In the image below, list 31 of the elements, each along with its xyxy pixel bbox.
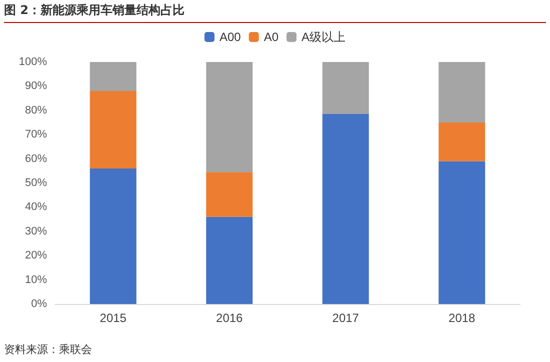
bar: [206, 172, 253, 217]
text: 资料来源：乘联会: [4, 342, 92, 357]
bar: [90, 168, 136, 304]
x-tick-label: 2016: [216, 311, 244, 325]
bar: [438, 62, 486, 122]
bar: [438, 122, 486, 162]
x-tick-label: 2018: [448, 311, 476, 325]
bar: [206, 62, 253, 172]
x-tick-label: 2017: [332, 311, 360, 325]
bar: [438, 161, 486, 304]
y-tick-label: 20%: [24, 250, 48, 262]
legend-label: A00: [219, 30, 242, 44]
y-tick-label: 60%: [24, 152, 48, 165]
legend-label: A级以上: [302, 30, 346, 44]
bar: [206, 216, 253, 304]
legend-label: A0: [264, 30, 279, 44]
y-tick-label: 10%: [24, 274, 48, 286]
chart-title: 图 2：新能源乘用车销量结构占比: [4, 2, 546, 23]
y-tick-label: 70%: [24, 128, 48, 141]
y-tick-label: 0%: [31, 298, 48, 310]
bar: [322, 114, 369, 304]
y-tick-label: 100%: [18, 56, 48, 68]
y-tick-label: 80%: [24, 104, 48, 116]
bar: [322, 62, 369, 114]
y-tick-label: 40%: [24, 201, 48, 214]
y-tick-label: 90%: [24, 80, 48, 92]
x-tick-label: 2015: [100, 311, 127, 325]
y-tick-label: 30%: [24, 225, 48, 238]
bar: [90, 62, 136, 92]
y-tick-label: 50%: [24, 177, 48, 189]
bar: [90, 91, 136, 168]
